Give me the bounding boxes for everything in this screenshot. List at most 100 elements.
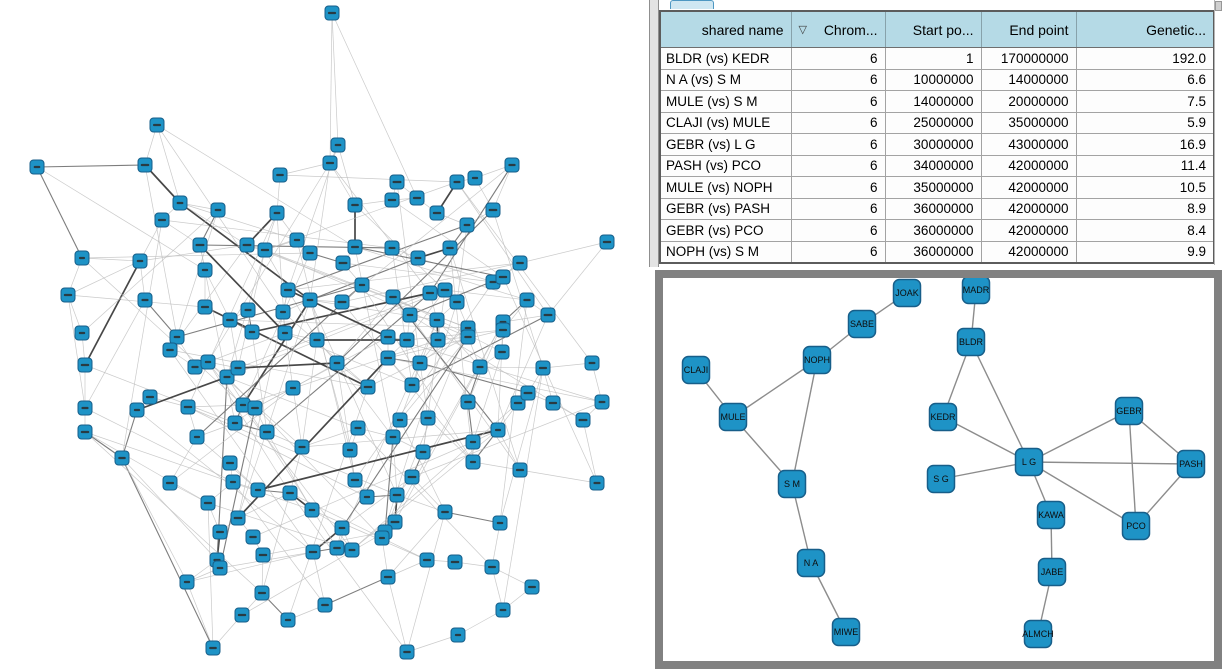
- overview-node[interactable]: [244, 324, 260, 340]
- overview-node[interactable]: [450, 627, 466, 643]
- detail-node-almch[interactable]: ALMCH: [1022, 619, 1054, 649]
- overview-node[interactable]: [384, 240, 400, 256]
- overview-node[interactable]: [460, 329, 476, 345]
- table-row[interactable]: PASH (vs) PCO 6 34000000 42000000 11.4: [659, 154, 1215, 177]
- overview-node[interactable]: [412, 355, 428, 371]
- overview-node[interactable]: [269, 205, 285, 221]
- overview-node[interactable]: [504, 157, 520, 173]
- overview-node[interactable]: [347, 197, 363, 213]
- overview-node[interactable]: [495, 322, 511, 338]
- detail-node-pash[interactable]: PASH: [1176, 449, 1206, 479]
- table-row[interactable]: GEBR (vs) PASH 6 36000000 42000000 8.9: [659, 197, 1215, 220]
- column-header-start-po[interactable]: Start po...: [884, 10, 982, 48]
- overview-node[interactable]: [594, 394, 610, 410]
- overview-node[interactable]: [512, 255, 528, 271]
- overview-node[interactable]: [535, 360, 551, 376]
- overview-node[interactable]: [225, 474, 241, 490]
- overview-node[interactable]: [275, 304, 291, 320]
- overview-node[interactable]: [347, 472, 363, 488]
- overview-node[interactable]: [437, 504, 453, 520]
- overview-node[interactable]: [484, 559, 500, 575]
- overview-node[interactable]: [309, 332, 325, 348]
- overview-node[interactable]: [429, 205, 445, 221]
- overview-node[interactable]: [162, 342, 178, 358]
- overview-node[interactable]: [449, 174, 465, 190]
- overview-node[interactable]: [129, 402, 145, 418]
- overview-node[interactable]: [114, 450, 130, 466]
- overview-node[interactable]: [74, 325, 90, 341]
- detail-node-noph[interactable]: NOPH: [802, 345, 832, 375]
- overview-node[interactable]: [205, 640, 221, 656]
- overview-node[interactable]: [189, 429, 205, 445]
- detail-node-kedr[interactable]: KEDR: [928, 402, 958, 432]
- overview-node[interactable]: [212, 560, 228, 576]
- overview-node[interactable]: [442, 240, 458, 256]
- overview-node[interactable]: [459, 217, 475, 233]
- column-header-end-point[interactable]: End point: [980, 10, 1077, 48]
- overview-node[interactable]: [437, 282, 453, 298]
- overview-node[interactable]: [329, 540, 345, 556]
- overview-node[interactable]: [234, 607, 250, 623]
- overview-node[interactable]: [495, 269, 511, 285]
- overview-node[interactable]: [280, 282, 296, 298]
- table-vscroll-track[interactable]: [1214, 0, 1222, 265]
- detail-node-joak[interactable]: JOAK: [892, 278, 922, 308]
- overview-node[interactable]: [589, 475, 605, 491]
- overview-node[interactable]: [322, 155, 338, 171]
- overview-node[interactable]: [350, 420, 366, 436]
- overview-node[interactable]: [259, 424, 275, 440]
- overview-node[interactable]: [272, 167, 288, 183]
- overview-node[interactable]: [402, 307, 418, 323]
- overview-node[interactable]: [465, 454, 481, 470]
- overview-node[interactable]: [137, 292, 153, 308]
- overview-node[interactable]: [342, 442, 358, 458]
- overview-node[interactable]: [374, 530, 390, 546]
- overview-node[interactable]: [540, 307, 556, 323]
- overview-node[interactable]: [77, 424, 93, 440]
- overview-node[interactable]: [465, 434, 481, 450]
- overview-node[interactable]: [404, 469, 420, 485]
- overview-network-canvas[interactable]: [0, 0, 648, 669]
- overview-node[interactable]: [429, 312, 445, 328]
- overview-node[interactable]: [512, 462, 528, 478]
- overview-node[interactable]: [330, 137, 346, 153]
- overview-node[interactable]: [304, 502, 320, 518]
- detail-node-sm[interactable]: S M: [777, 469, 807, 499]
- filter-icon[interactable]: ▽: [798, 23, 807, 36]
- detail-node-gebr[interactable]: GEBR: [1114, 396, 1144, 426]
- overview-node[interactable]: [162, 475, 178, 491]
- overview-node[interactable]: [149, 117, 165, 133]
- table-row[interactable]: NOPH (vs) S M 6 36000000 42000000 9.9: [659, 240, 1215, 264]
- overview-node[interactable]: [230, 510, 246, 526]
- column-header-genetic[interactable]: Genetic...: [1075, 10, 1215, 48]
- overview-node[interactable]: [240, 302, 256, 318]
- overview-node[interactable]: [415, 444, 431, 460]
- overview-node[interactable]: [302, 292, 318, 308]
- overview-node[interactable]: [599, 234, 615, 250]
- overview-node[interactable]: [222, 312, 238, 328]
- overview-node[interactable]: [200, 354, 216, 370]
- overview-node[interactable]: [245, 529, 261, 545]
- overview-node[interactable]: [212, 524, 228, 540]
- overview-node[interactable]: [495, 602, 511, 618]
- table-row[interactable]: N A (vs) S M 6 10000000 14000000 6.6: [659, 68, 1215, 91]
- overview-node[interactable]: [385, 289, 401, 305]
- overview-node[interactable]: [324, 5, 340, 21]
- overview-node[interactable]: [334, 294, 350, 310]
- overview-node[interactable]: [430, 332, 446, 348]
- overview-node[interactable]: [359, 489, 375, 505]
- overview-node[interactable]: [584, 355, 600, 371]
- overview-node[interactable]: [227, 415, 243, 431]
- detail-network-panel[interactable]: JOAK MADR SABE BLDR NOPH CLAJI MULE KEDR GEBR L G…: [655, 270, 1222, 669]
- overview-node[interactable]: [197, 262, 213, 278]
- overview-node[interactable]: [472, 359, 488, 375]
- overview-node[interactable]: [305, 544, 321, 560]
- overview-node[interactable]: [142, 389, 158, 405]
- overview-node[interactable]: [392, 412, 408, 428]
- overview-node[interactable]: [490, 422, 506, 438]
- overview-node[interactable]: [277, 325, 293, 341]
- overview-node[interactable]: [137, 157, 153, 173]
- overview-node[interactable]: [399, 644, 415, 660]
- overview-node[interactable]: [344, 542, 360, 558]
